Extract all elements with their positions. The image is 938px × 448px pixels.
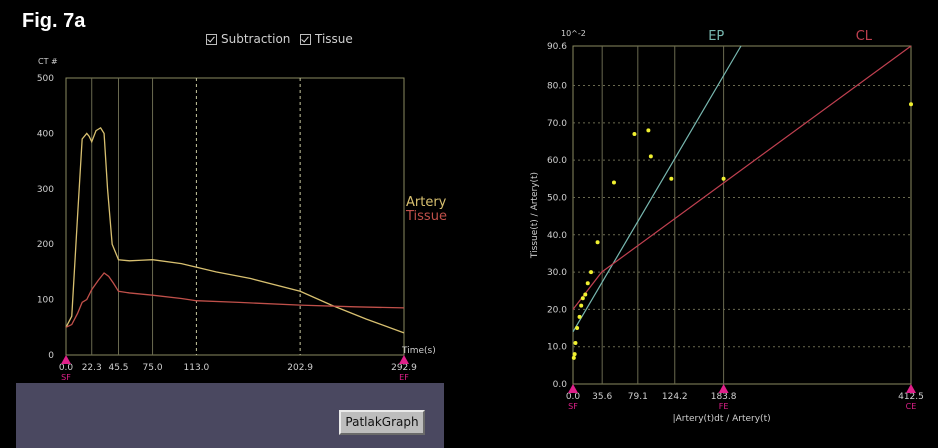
- marker-label: SF: [568, 402, 578, 411]
- x-tick-label: 79.1: [628, 392, 648, 402]
- data-point: [580, 296, 585, 301]
- y-tick-label: 400: [37, 129, 54, 139]
- y-tick-label: 50.0: [547, 193, 567, 203]
- data-point: [583, 292, 588, 297]
- y-tick-label: 60.0: [547, 156, 567, 166]
- curve-label-tissue: Tissue: [405, 209, 447, 224]
- time-curve-panel: [16, 8, 444, 448]
- data-point: [573, 340, 578, 345]
- tissue-checkbox-label: Tissue: [315, 32, 353, 46]
- y-tick-label: 200: [37, 240, 54, 250]
- start-frame-marker: [568, 384, 578, 393]
- y-axis-label: CT #: [38, 57, 58, 66]
- x-tick-label: 113.0: [184, 363, 210, 373]
- fit-end-marker: [718, 384, 729, 393]
- patlak-graph-panel: [452, 8, 938, 448]
- curve-label-artery: Artery: [406, 195, 447, 210]
- x-axis-label: |Artery(t)dt / Artery(t): [673, 414, 771, 424]
- data-point: [571, 355, 576, 360]
- data-point: [611, 180, 616, 185]
- y-tick-label: 40.0: [547, 231, 567, 241]
- x-tick-label: 183.8: [711, 392, 737, 402]
- series-line-artery: [65, 126, 405, 334]
- data-point: [669, 176, 674, 181]
- x-tick-label: 412.5: [898, 392, 924, 402]
- data-point: [589, 270, 594, 275]
- data-point: [595, 240, 600, 245]
- y-tick-label: 30.0: [547, 268, 567, 278]
- tissue-checkbox[interactable]: Tissue: [300, 32, 353, 46]
- checkbox-icon: [206, 33, 217, 45]
- x-tick-label: 0.0: [59, 363, 74, 373]
- data-point: [572, 352, 577, 357]
- patlak-graph-button[interactable]: PatlakGraph: [339, 410, 425, 435]
- y-tick-label: 0: [48, 351, 54, 361]
- end-frame-marker: [399, 355, 409, 364]
- x-tick-label: 22.3: [82, 363, 102, 373]
- data-point: [646, 128, 651, 133]
- start-frame-marker: [61, 355, 71, 364]
- fit-line-ep: [572, 45, 742, 333]
- data-point: [632, 132, 637, 137]
- data-point: [577, 314, 582, 319]
- subtraction-label: Subtraction: [221, 32, 291, 46]
- figure-label: Fig. 7a: [22, 10, 86, 32]
- plot-frame: [65, 77, 405, 356]
- y-tick-label: 90.6: [547, 42, 567, 52]
- marker-label: SF: [61, 373, 71, 382]
- x-tick-label: 35.6: [592, 392, 612, 402]
- y-tick-label: 300: [37, 185, 54, 195]
- calc-end-marker: [906, 384, 916, 393]
- y-tick-label: 100: [37, 296, 54, 306]
- x-tick-label: 202.9: [287, 363, 313, 373]
- y-tick-label: 0.0: [553, 380, 568, 390]
- x-tick-label: 124.2: [662, 392, 688, 402]
- y-tick-label: 70.0: [547, 119, 567, 129]
- marker-label: CE: [906, 402, 917, 411]
- x-tick-label: 75.0: [143, 363, 163, 373]
- data-point: [721, 176, 726, 181]
- marker-label: EF: [399, 373, 409, 382]
- plot-frame: [572, 45, 912, 385]
- checkbox-icon: [300, 33, 311, 45]
- series-line-tissue: [65, 272, 405, 328]
- y-tick-label: 500: [37, 74, 54, 84]
- x-tick-label: 45.5: [108, 363, 128, 373]
- marker-label: FE: [719, 402, 729, 411]
- data-point: [579, 303, 584, 308]
- y-tick-label: 20.0: [547, 305, 567, 315]
- data-point: [648, 154, 653, 159]
- y-tick-label: 10.0: [547, 343, 567, 353]
- y-multiplier-label: 10^-2: [561, 29, 586, 38]
- x-tick-label: 292.9: [391, 363, 417, 373]
- y-axis-label: Tissue(t) / Artery(t): [530, 172, 540, 259]
- fit-label-cl: CL: [856, 29, 873, 44]
- fit-label-ep: EP: [708, 29, 724, 44]
- subtraction-checkbox[interactable]: Subtraction: [206, 32, 290, 46]
- x-axis-label: Time(s): [401, 346, 436, 356]
- data-point: [575, 326, 580, 331]
- data-point: [909, 102, 913, 107]
- x-tick-label: 0.0: [566, 392, 581, 402]
- data-point: [585, 281, 590, 286]
- y-tick-label: 80.0: [547, 82, 567, 92]
